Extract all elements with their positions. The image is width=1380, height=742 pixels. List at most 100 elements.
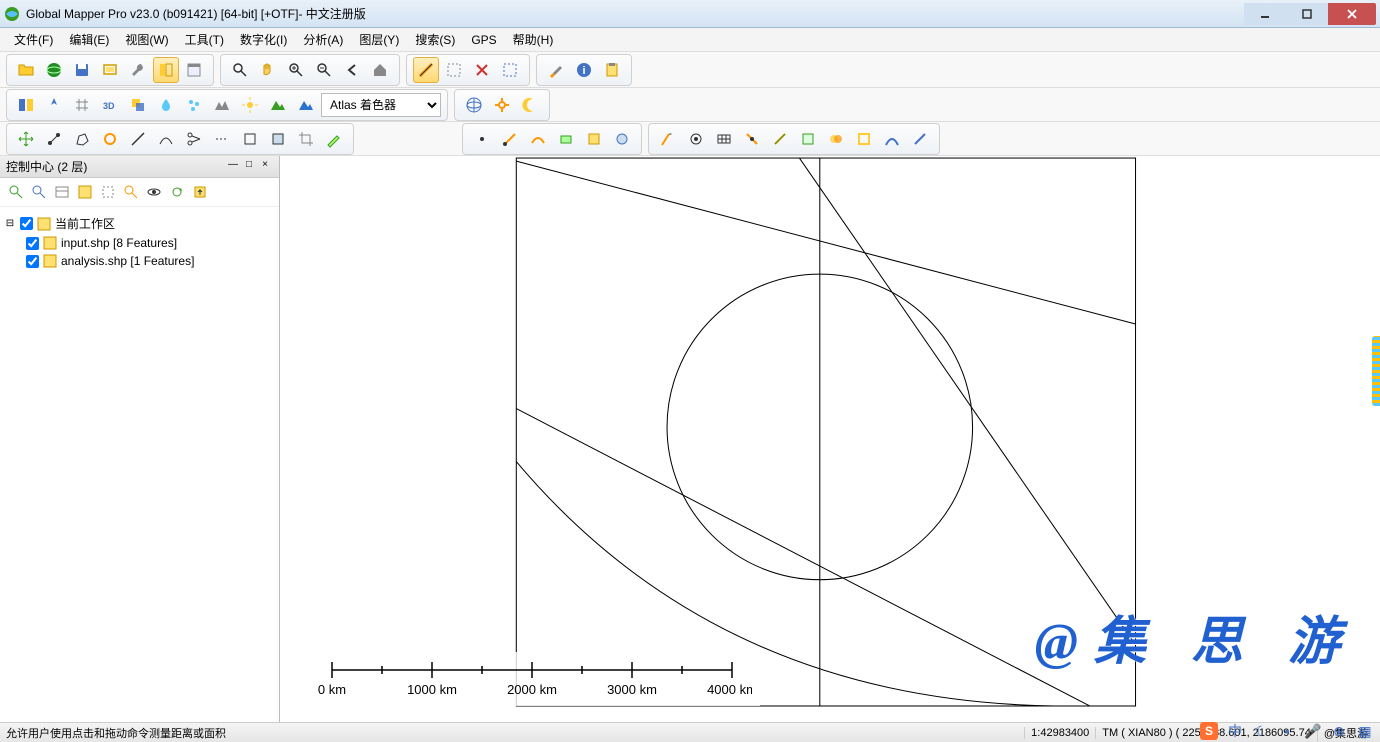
3d-button[interactable]: 3D xyxy=(97,92,123,118)
save-button[interactable] xyxy=(69,57,95,83)
peaks-a-button[interactable] xyxy=(265,92,291,118)
terrain-button[interactable] xyxy=(209,92,235,118)
box-icon[interactable] xyxy=(98,182,118,202)
wrench-button[interactable] xyxy=(125,57,151,83)
delete-button[interactable] xyxy=(469,57,495,83)
pt6-button[interactable] xyxy=(609,126,635,152)
window-button[interactable] xyxy=(181,57,207,83)
e6-button[interactable] xyxy=(795,126,821,152)
clipboard-button[interactable] xyxy=(599,57,625,83)
select-rect-button[interactable] xyxy=(441,57,467,83)
menu-search[interactable]: 搜索(S) xyxy=(409,29,461,50)
brush-button[interactable] xyxy=(543,57,569,83)
export-icon[interactable] xyxy=(190,182,210,202)
pt4-button[interactable] xyxy=(553,126,579,152)
rect-a-button[interactable] xyxy=(237,126,263,152)
moon-button[interactable] xyxy=(517,92,543,118)
e5-button[interactable] xyxy=(767,126,793,152)
root-checkbox[interactable] xyxy=(20,217,33,230)
zoom-tool-button[interactable] xyxy=(227,57,253,83)
tree-root[interactable]: ⊟ 当前工作区 xyxy=(4,213,275,234)
menu-edit[interactable]: 编辑(E) xyxy=(63,29,115,50)
overlay-button[interactable] xyxy=(125,92,151,118)
select-dashed-button[interactable] xyxy=(497,57,523,83)
layers-button[interactable] xyxy=(13,92,39,118)
s-icon[interactable]: S xyxy=(1200,722,1218,740)
e1-button[interactable]: ° xyxy=(655,126,681,152)
poly-button[interactable] xyxy=(69,126,95,152)
child-0-checkbox[interactable] xyxy=(26,237,39,250)
grid-tray-icon[interactable]: ▦ xyxy=(1356,722,1374,740)
props-icon[interactable] xyxy=(75,182,95,202)
panel-min-icon[interactable]: — xyxy=(225,159,241,175)
info-button[interactable]: i xyxy=(571,57,597,83)
home-button[interactable] xyxy=(367,57,393,83)
menu-gps[interactable]: GPS xyxy=(465,31,502,49)
moon-tray-icon[interactable]: ☾ xyxy=(1252,722,1270,740)
panel-close-icon[interactable]: × xyxy=(257,159,273,175)
child-1-checkbox[interactable] xyxy=(26,255,39,268)
drops-button[interactable] xyxy=(181,92,207,118)
map-canvas[interactable]: 0 km 1000 km 2000 km 3000 km 4000 km @集 … xyxy=(280,156,1380,722)
panel-max-icon[interactable]: □ xyxy=(241,159,257,175)
tree-child-1[interactable]: analysis.shp [1 Features] xyxy=(4,252,275,270)
sun-button[interactable] xyxy=(237,92,263,118)
mic-tray-icon[interactable]: 🎤 xyxy=(1304,722,1322,740)
e10-button[interactable] xyxy=(907,126,933,152)
hand-button[interactable] xyxy=(255,57,281,83)
eye-icon[interactable] xyxy=(144,182,164,202)
menu-analysis[interactable]: 分析(A) xyxy=(297,29,349,50)
open-folder-button[interactable] xyxy=(13,57,39,83)
e2-button[interactable] xyxy=(683,126,709,152)
pt2-button[interactable] xyxy=(497,126,523,152)
dash-button[interactable] xyxy=(209,126,235,152)
e7-button[interactable] xyxy=(823,126,849,152)
globe-button[interactable] xyxy=(41,57,67,83)
zoom-out-button[interactable] xyxy=(311,57,337,83)
back-button[interactable] xyxy=(339,57,365,83)
e8-button[interactable] xyxy=(851,126,877,152)
net-tray-icon[interactable]: ⊕ xyxy=(1330,722,1348,740)
zoom-layer-icon[interactable] xyxy=(29,182,49,202)
zoom-sel-icon[interactable] xyxy=(6,182,26,202)
menu-layer[interactable]: 图层(Y) xyxy=(353,29,405,50)
minimize-button[interactable] xyxy=(1244,3,1286,25)
rect-b-button[interactable] xyxy=(265,126,291,152)
water-button[interactable] xyxy=(153,92,179,118)
scissors-button[interactable] xyxy=(181,126,207,152)
zoom-in-button[interactable] xyxy=(283,57,309,83)
pt1-button[interactable] xyxy=(469,126,495,152)
menu-file[interactable]: 文件(F) xyxy=(8,29,59,50)
close-button[interactable] xyxy=(1328,3,1376,25)
move-button[interactable] xyxy=(13,126,39,152)
menu-view[interactable]: 视图(W) xyxy=(119,29,174,50)
maximize-button[interactable] xyxy=(1286,3,1328,25)
table-icon[interactable] xyxy=(52,182,72,202)
e3-button[interactable] xyxy=(711,126,737,152)
pt5-button[interactable] xyxy=(581,126,607,152)
marker-button[interactable] xyxy=(321,126,347,152)
e9-button[interactable] xyxy=(879,126,905,152)
shader-select[interactable]: Atlas 着色器 xyxy=(321,93,441,117)
refresh-icon[interactable] xyxy=(167,182,187,202)
menu-help[interactable]: 帮助(H) xyxy=(507,29,560,50)
expand-toggle-icon[interactable]: ⊟ xyxy=(4,218,16,229)
node-button[interactable] xyxy=(41,126,67,152)
find-icon[interactable] xyxy=(121,182,141,202)
peaks-b-button[interactable] xyxy=(293,92,319,118)
crop-button[interactable] xyxy=(293,126,319,152)
grid-button[interactable] xyxy=(69,92,95,118)
globe2-button[interactable] xyxy=(461,92,487,118)
nav-button[interactable] xyxy=(41,92,67,118)
screen-button[interactable] xyxy=(97,57,123,83)
e4-button[interactable] xyxy=(739,126,765,152)
measure-button[interactable] xyxy=(413,57,439,83)
curve-button[interactable] xyxy=(153,126,179,152)
tree-child-0[interactable]: input.shp [8 Features] xyxy=(4,234,275,252)
dot-tray-icon[interactable]: • xyxy=(1278,722,1296,740)
ring-button[interactable] xyxy=(97,126,123,152)
ime-icon[interactable]: 中 xyxy=(1226,722,1244,740)
panel-button[interactable] xyxy=(153,57,179,83)
pt3-button[interactable] xyxy=(525,126,551,152)
menu-tools[interactable]: 工具(T) xyxy=(179,29,230,50)
